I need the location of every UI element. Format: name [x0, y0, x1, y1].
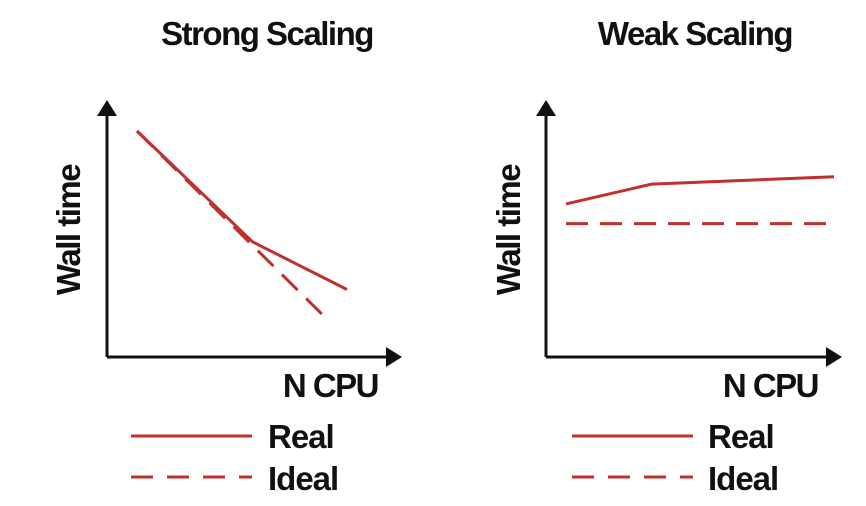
strong-scaling-x-label: N CPU — [283, 367, 378, 404]
weak-scaling-y-label: Wall time — [490, 164, 527, 295]
strong-scaling-y-arrowhead — [97, 100, 117, 116]
weak-scaling-panel: Weak Scaling Wall time N CPU Real Ideal — [490, 15, 842, 497]
weak-scaling-title: Weak Scaling — [598, 15, 792, 52]
weak-scaling-x-arrowhead — [826, 347, 842, 367]
strong-scaling-ideal-line — [135, 129, 328, 320]
weak-scaling-x-label: N CPU — [723, 367, 818, 404]
strong-scaling-real-line — [135, 129, 348, 291]
strong-scaling-title: Strong Scaling — [161, 15, 373, 52]
strong-scaling-panel: Strong Scaling Wall time N CPU Real Idea… — [50, 15, 402, 497]
strong-scaling-x-arrowhead — [386, 347, 402, 367]
strong-scaling-y-label: Wall time — [50, 164, 87, 295]
weak-scaling-y-arrowhead — [536, 100, 556, 116]
weak-scaling-legend-ideal-label: Ideal — [708, 460, 778, 497]
strong-scaling-legend-ideal-label: Ideal — [268, 460, 338, 497]
weak-scaling-real-line — [565, 175, 835, 206]
weak-scaling-legend-real-label: Real — [708, 418, 774, 455]
strong-scaling-legend-real-label: Real — [268, 418, 334, 455]
